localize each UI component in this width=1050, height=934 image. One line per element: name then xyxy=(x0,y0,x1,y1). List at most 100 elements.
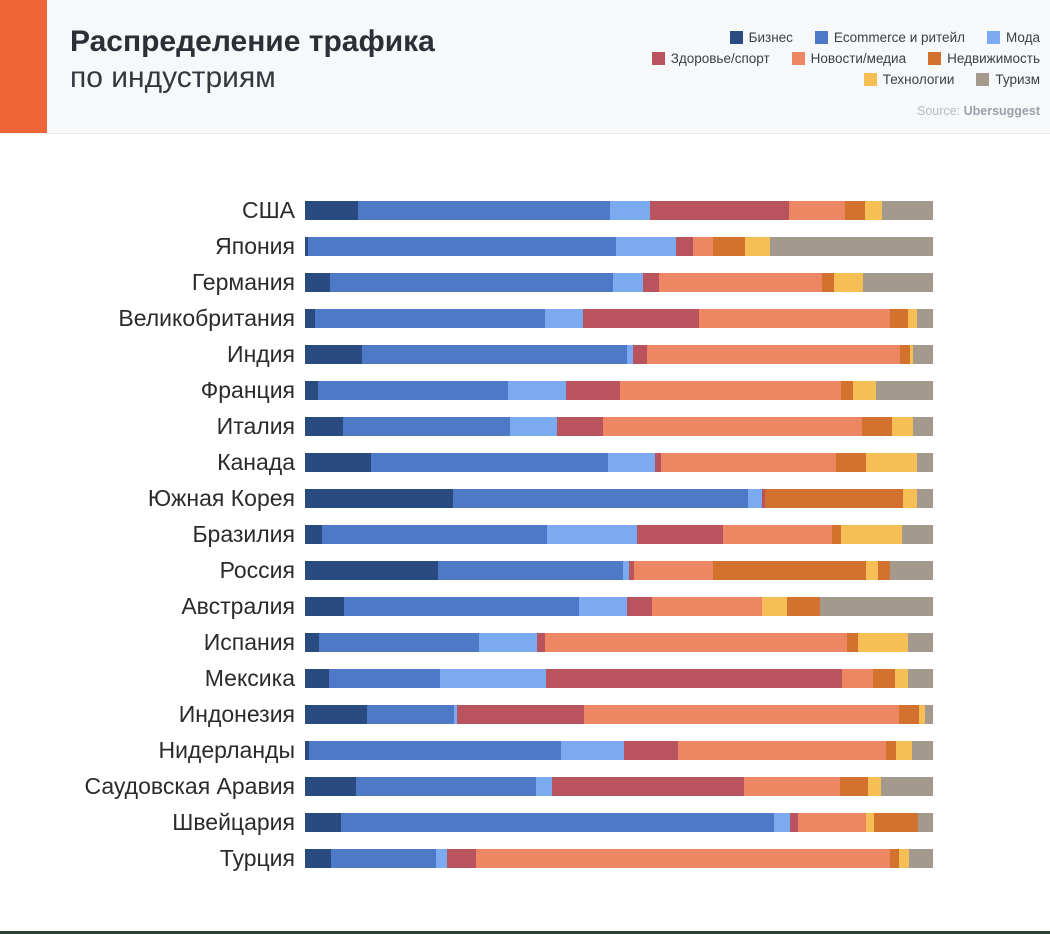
bar-segment-tourism xyxy=(909,848,933,868)
chart-rows: США Япония Германия Великобритания Индия Фран… xyxy=(0,192,1050,876)
bar-segment-ecommerce xyxy=(340,812,775,832)
bar-segment-realty xyxy=(846,632,859,652)
bar-segment-ecommerce xyxy=(308,236,616,256)
legend-item-news: Новости/медиа xyxy=(791,51,906,66)
legend-item-fashion: Мода xyxy=(987,30,1040,45)
bar-segment-tourism xyxy=(913,344,933,364)
bar-segment-health xyxy=(650,200,789,220)
chart-row: Италия xyxy=(0,408,1050,444)
bar-segment-tourism xyxy=(916,308,933,328)
bar-segment-health xyxy=(565,380,620,400)
legend-row: Бизнес Ecommerce и ритейл Мода xyxy=(652,30,1040,45)
source-note: Source: Ubersuggest xyxy=(917,104,1040,118)
stacked-bar xyxy=(305,776,933,796)
bar-segment-tourism xyxy=(925,704,933,724)
stacked-bar xyxy=(305,380,933,400)
bar-segment-ecommerce xyxy=(331,848,437,868)
stacked-bar xyxy=(305,416,933,436)
bar-segment-tech xyxy=(910,344,914,364)
page-title: Распределение трафика xyxy=(70,25,435,58)
bar-segment-realty xyxy=(840,380,853,400)
stacked-bar xyxy=(305,344,933,364)
bar-segment-health xyxy=(557,416,604,436)
legend-swatch-icon xyxy=(987,31,1000,44)
bar-segment-health xyxy=(633,344,648,364)
stacked-bar xyxy=(305,560,933,580)
bar-segment-news xyxy=(651,596,762,616)
country-label: Япония xyxy=(215,232,295,259)
bar-segment-health xyxy=(654,452,662,472)
bar-segment-tourism xyxy=(912,416,933,436)
legend-row: Технологии Туризм xyxy=(652,72,1040,87)
chart-row: Германия xyxy=(0,264,1050,300)
chart-row: Япония xyxy=(0,228,1050,264)
country-label: Великобритания xyxy=(118,304,295,331)
chart-row: Мексика xyxy=(0,660,1050,696)
bar-segment-health xyxy=(626,596,652,616)
bar-segment-ecommerce xyxy=(355,776,537,796)
bar-segment-tech xyxy=(895,740,912,760)
country-label: Канада xyxy=(217,448,295,475)
stacked-bar xyxy=(305,740,933,760)
stacked-bar xyxy=(305,668,933,688)
bar-segment-realty xyxy=(899,704,920,724)
stacked-bar xyxy=(305,632,933,652)
bar-segment-fashion xyxy=(774,812,790,832)
legend-swatch-icon xyxy=(928,52,942,65)
bar-segment-realty xyxy=(862,416,893,436)
chart-row: Южная Корея xyxy=(0,480,1050,516)
bar-segment-ecommerce xyxy=(370,452,608,472)
bar-segment-realty xyxy=(873,812,918,832)
chart-row: Россия xyxy=(0,552,1050,588)
bar-segment-business xyxy=(305,668,329,688)
stacked-bar xyxy=(305,812,933,832)
country-label: Италия xyxy=(216,412,295,439)
chart-row: Австралия xyxy=(0,588,1050,624)
bar-segment-business xyxy=(305,200,359,220)
bar-segment-tech xyxy=(866,560,878,580)
country-label: Бразилия xyxy=(192,520,295,547)
country-label: Саудовская Аравия xyxy=(84,772,295,799)
bar-segment-tourism xyxy=(819,596,933,616)
bar-segment-realty xyxy=(832,524,842,544)
bar-segment-tourism xyxy=(916,488,933,508)
bar-segment-tech xyxy=(841,524,903,544)
bar-segment-tech xyxy=(919,704,926,724)
stacked-bar xyxy=(305,704,933,724)
bar-segment-tech xyxy=(852,380,876,400)
bottom-rule xyxy=(0,931,1050,934)
bar-segment-health xyxy=(642,272,659,292)
bar-segment-fashion xyxy=(578,596,627,616)
bar-segment-tech xyxy=(868,776,881,796)
bar-segment-news xyxy=(603,416,863,436)
country-label: Франция xyxy=(200,376,295,403)
bar-segment-realty xyxy=(872,668,895,688)
bar-segment-ecommerce xyxy=(343,596,579,616)
bar-segment-realty xyxy=(885,740,896,760)
chart-row: Индия xyxy=(0,336,1050,372)
legend-row: Здоровье/спорт Новости/медиа Недвижимость xyxy=(651,51,1040,66)
bar-segment-fashion xyxy=(440,668,547,688)
bar-segment-fashion xyxy=(561,740,624,760)
bar-segment-news xyxy=(658,272,822,292)
legend-item-realty: Недвижимость xyxy=(928,51,1040,66)
bar-segment-fashion xyxy=(607,452,655,472)
chart-row: Франция xyxy=(0,372,1050,408)
legend-label: Здоровье/спорт xyxy=(670,51,770,66)
bar-segment-tourism xyxy=(908,668,933,688)
bar-segment-ecommerce xyxy=(318,632,479,652)
bar-segment-news xyxy=(583,704,900,724)
bar-segment-news xyxy=(693,236,714,256)
bar-segment-health xyxy=(582,308,699,328)
bar-segment-realty xyxy=(845,200,866,220)
bar-segment-ecommerce xyxy=(361,344,628,364)
bar-segment-fashion xyxy=(536,776,552,796)
bar-segment-tourism xyxy=(889,560,933,580)
bar-segment-fashion xyxy=(478,632,537,652)
bar-segment-ecommerce xyxy=(309,740,562,760)
legend-item-tech: Технологии xyxy=(863,72,954,87)
chart-row: Бразилия xyxy=(0,516,1050,552)
chart-row: Испания xyxy=(0,624,1050,660)
bar-segment-business xyxy=(305,632,319,652)
bar-segment-tech xyxy=(866,452,918,472)
